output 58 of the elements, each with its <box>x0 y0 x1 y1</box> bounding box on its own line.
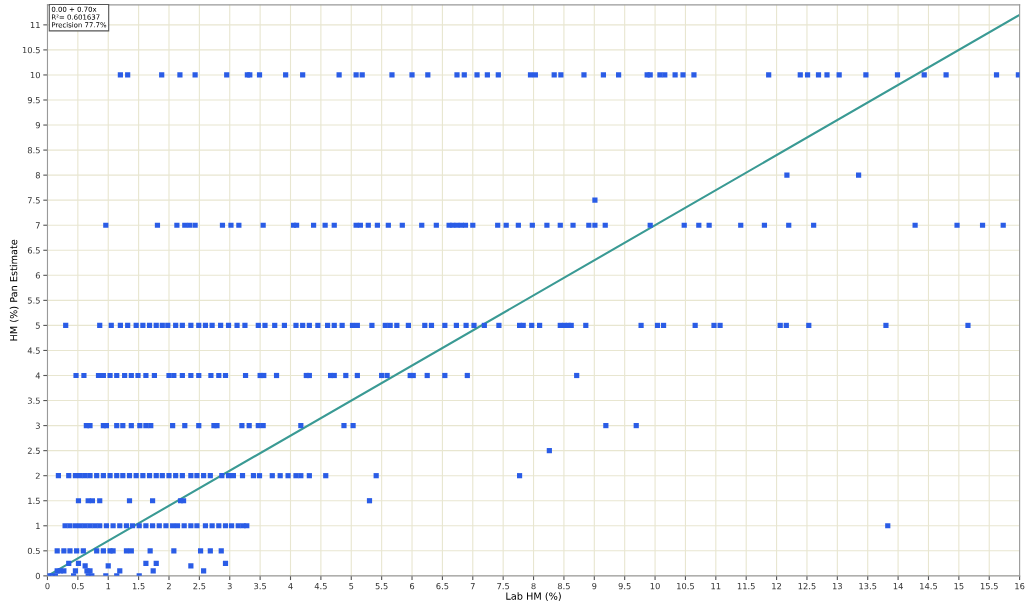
y-tick-label: 1.5 <box>28 497 40 505</box>
x-tick-label: 4 <box>288 583 293 590</box>
x-tick-label: 5 <box>349 583 354 590</box>
x-tick-label: 12 <box>772 582 782 590</box>
y-tick-label: 5.5 <box>27 297 40 304</box>
x-tick-label: 16 <box>1015 582 1025 590</box>
y-tick-label: 1 <box>36 522 40 529</box>
x-tick-label: 0 <box>45 582 50 590</box>
x-tick-label: 2.5 <box>193 582 206 590</box>
x-tick-label: 8.5 <box>557 582 570 590</box>
y-tick-label: 3 <box>35 422 40 429</box>
x-tick-label: 14 <box>893 583 903 590</box>
y-tick-label: 2.5 <box>27 447 40 454</box>
x-tick-label: 11.5 <box>737 583 755 590</box>
x-tick-label: 10.5 <box>677 582 694 590</box>
y-tick-label: 2 <box>35 472 40 479</box>
y-tick-label: 8.5 <box>27 147 40 154</box>
x-tick-label: 8 <box>531 582 536 590</box>
x-tick-label: 3 <box>227 582 232 590</box>
y-tick-label: 3.5 <box>27 397 40 404</box>
y-tick-label: 4.5 <box>27 347 40 354</box>
x-tick-label: 9 <box>592 582 597 590</box>
x-tick-label: 3.5 <box>254 582 267 590</box>
x-tick-label: 4.5 <box>314 583 327 590</box>
x-tick-label: 2 <box>166 582 171 590</box>
x-tick-label: 1.5 <box>132 583 145 590</box>
y-axis-title: HM (%) Pan Estimate <box>9 239 19 341</box>
y-tick-label: 10.5 <box>22 46 40 54</box>
y-tick-label: 8 <box>35 172 40 179</box>
y-tick-label: 9.5 <box>27 96 40 104</box>
x-tick-label: 1 <box>106 583 111 590</box>
x-tick-label: 11 <box>711 583 721 590</box>
x-tick-label: 10 <box>650 582 660 590</box>
y-tick-label: 11 <box>30 21 40 29</box>
y-tick-label: 7 <box>35 222 40 229</box>
x-tick-label: 6 <box>409 582 415 590</box>
x-tick-label: 13.5 <box>859 582 877 590</box>
y-tick-label: 10 <box>30 71 40 79</box>
x-tick-label: 7.5 <box>497 583 510 590</box>
y-tick-label: 6 <box>35 272 40 279</box>
x-tick-label: 0.5 <box>71 582 84 590</box>
x-tick-label: 6.5 <box>436 582 449 590</box>
x-tick-label: 15 <box>954 583 964 590</box>
x-tick-label: 13 <box>832 582 842 590</box>
y-tick-label: 9 <box>35 122 40 129</box>
y-tick-label: 0 <box>35 572 40 580</box>
y-tick-label: 6.5 <box>27 247 40 254</box>
y-tick-label: 7.5 <box>27 197 40 204</box>
x-tick-label: 7 <box>470 583 475 590</box>
x-tick-label: 5.5 <box>375 583 388 590</box>
x-tick-label: 12.5 <box>798 582 816 590</box>
y-tick-label: 4 <box>35 372 41 379</box>
x-tick-label: 15.5 <box>980 583 998 590</box>
x-axis-title: Lab HM (%) <box>506 592 561 601</box>
x-tick-label: 14.5 <box>920 583 938 590</box>
y-tick-label: 0.5 <box>27 547 40 555</box>
y-tick-label: 5 <box>35 322 40 329</box>
x-tick-label: 9.5 <box>618 582 631 590</box>
